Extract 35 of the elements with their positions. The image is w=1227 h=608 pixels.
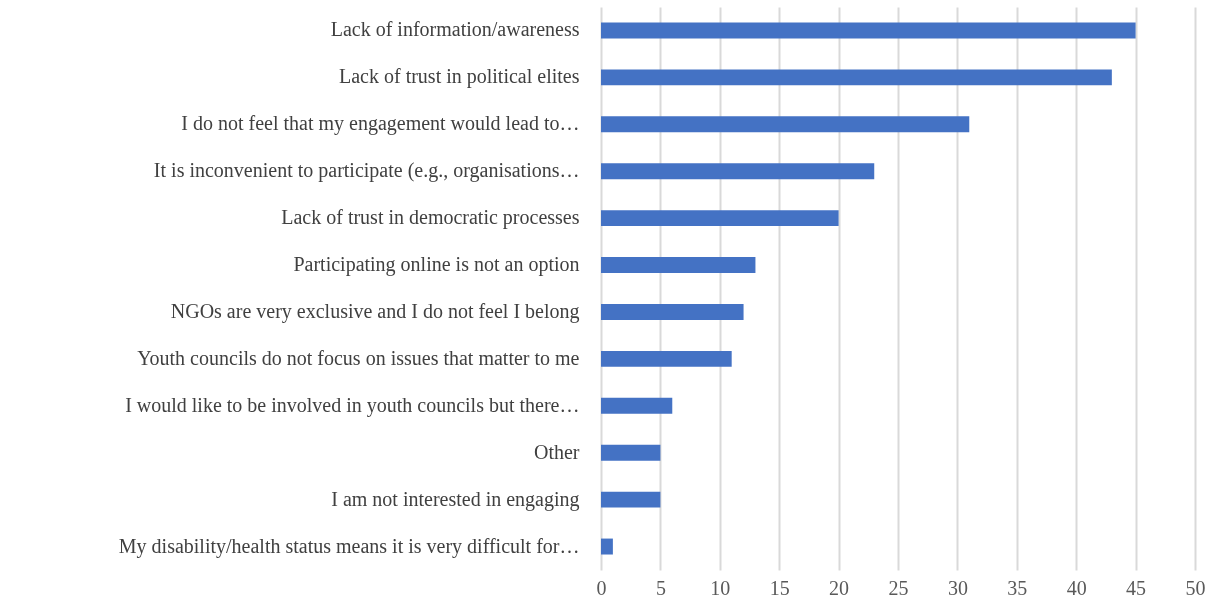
x-tick-label: 45 [1126,576,1147,599]
y-tick-label: NGOs are very exclusive and I do not feel I belong [170,299,580,323]
x-tick-label: 10 [710,576,731,599]
bar [601,350,732,367]
bar [601,444,661,461]
bar [601,69,1112,86]
bar [601,538,613,555]
y-tick-label: Participating online is not an option [293,253,580,277]
y-tick-label: Youth councils do not focus on issues that matter to me [137,346,580,369]
x-tick-label: 15 [769,576,790,599]
y-tick-label: My disability/health status means it is very difficult for… [118,534,580,558]
bar [601,163,875,180]
y-tick-label: I would like to be involved in youth councils but there… [125,393,580,417]
y-tick-label: Other [533,440,580,463]
x-tick-label: 5 [655,576,666,599]
bar [601,22,1136,39]
bar [601,210,839,227]
x-tick-label: 35 [1007,576,1028,599]
x-tick-label: 20 [829,576,850,599]
y-tick-label: I am not interested in engaging [331,487,580,511]
bar [601,397,673,414]
x-tick-label: 30 [947,576,968,599]
x-tick-label: 25 [888,576,909,599]
bar [601,491,661,508]
bar [601,116,970,133]
y-tick-label: Lack of information/awareness [330,18,580,41]
y-tick-label: I do not feel that my engagement would lead to… [181,112,580,136]
y-tick-label: It is inconvenient to participate (e.g., organisations… [153,159,580,183]
y-tick-label: Lack of trust in political elites [339,65,580,89]
y-tick-label: Lack of trust in democratic processes [281,206,580,230]
x-tick-label: 0 [596,576,607,599]
x-tick-label: 50 [1185,576,1206,599]
bar [601,303,744,320]
bar [601,257,756,274]
x-tick-label: 40 [1066,576,1087,599]
